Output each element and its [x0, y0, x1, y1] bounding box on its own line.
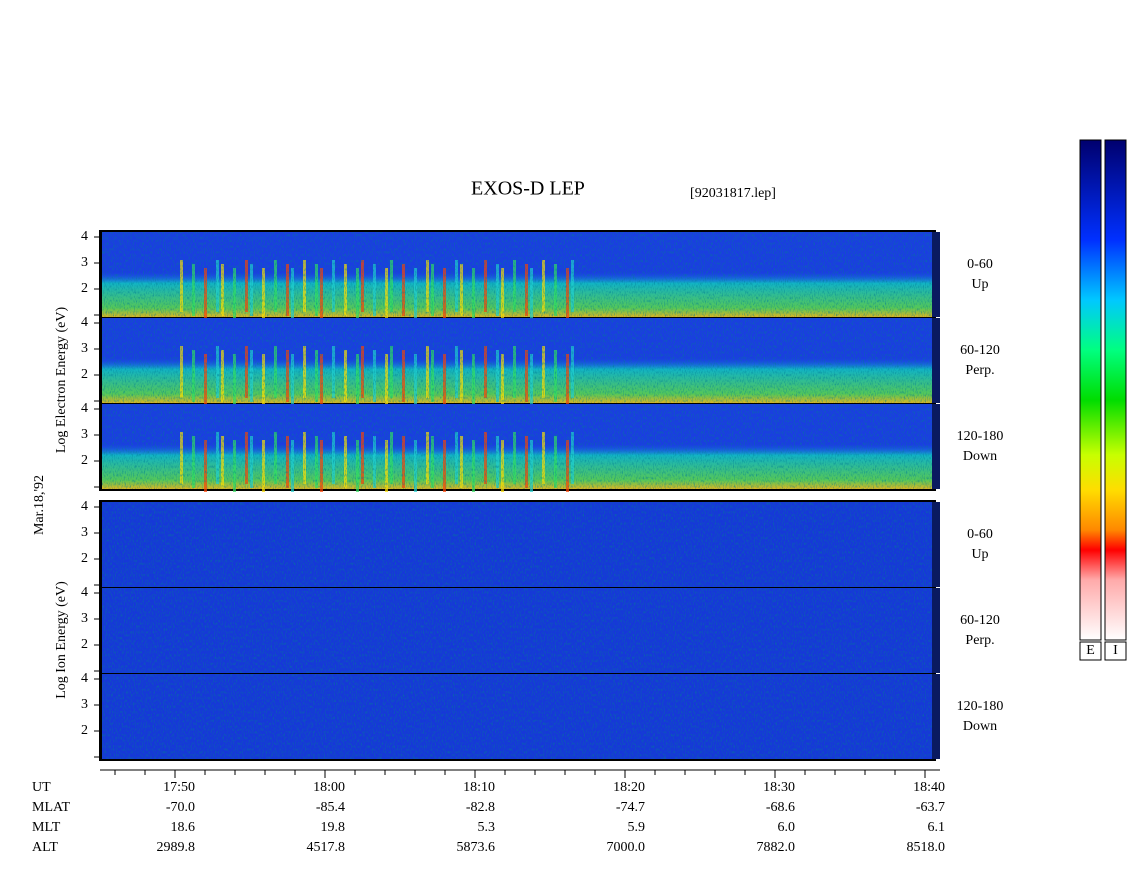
row-value: 2989.8	[157, 840, 196, 855]
row-name: MLAT	[32, 800, 71, 815]
row-value: 6.1	[928, 820, 946, 835]
row-value: 18:10	[463, 780, 495, 795]
y-tick-label: 4	[81, 315, 88, 330]
edge-strip	[932, 502, 940, 587]
spectrogram-noise	[102, 588, 933, 673]
row-name: MLT	[32, 820, 61, 835]
y-tick-label: 2	[81, 281, 88, 296]
row-value: 17:50	[163, 780, 195, 795]
row-value: 18:30	[763, 780, 795, 795]
colorbar	[1079, 139, 1102, 641]
y-tick-label: 3	[81, 427, 88, 442]
row-value: -85.4	[316, 800, 345, 815]
y-tick-label: 3	[81, 697, 88, 712]
y-tick-label: 4	[81, 229, 88, 244]
row-value: -82.8	[466, 800, 495, 815]
channel-direction: Perp.	[965, 363, 994, 378]
row-value: -74.7	[616, 800, 645, 815]
row-value: 4517.8	[307, 840, 346, 855]
row-value: -68.6	[766, 800, 795, 815]
colorbar-label: I	[1113, 643, 1118, 658]
colorbar-label-box	[1079, 641, 1102, 661]
y-tick-label: 4	[81, 499, 88, 514]
edge-strip	[932, 588, 940, 673]
y-tick-label: 2	[81, 453, 88, 468]
spectrogram-noise	[102, 674, 933, 759]
channel-direction: Up	[971, 277, 988, 292]
channel-range: 120-180	[957, 429, 1004, 444]
spectrogram-noise	[102, 232, 933, 317]
row-value: -63.7	[916, 800, 945, 815]
edge-strip	[932, 232, 940, 317]
row-value: 5873.6	[457, 840, 496, 855]
y-tick-label: 4	[81, 671, 88, 686]
channel-range: 60-120	[960, 343, 1000, 358]
spectrogram-noise	[102, 404, 933, 489]
row-name: UT	[32, 780, 51, 795]
y-tick-label: 4	[81, 585, 88, 600]
colorbar-label-box	[1104, 641, 1127, 661]
date-label: Mar.18,'92	[32, 475, 47, 535]
title: EXOS-D LEP	[471, 178, 585, 200]
y-tick-label: 2	[81, 551, 88, 566]
edge-strip	[932, 404, 940, 489]
channel-direction: Down	[963, 449, 997, 464]
row-value: 18.6	[171, 820, 196, 835]
row-value: 7882.0	[757, 840, 796, 855]
y-tick-label: 2	[81, 637, 88, 652]
edge-strip	[932, 318, 940, 403]
channel-direction: Perp.	[965, 633, 994, 648]
channel-range: 0-60	[967, 257, 993, 272]
channel-direction: Down	[963, 719, 997, 734]
row-value: 8518.0	[907, 840, 946, 855]
channel-direction: Up	[971, 547, 988, 562]
row-value: 18:00	[313, 780, 345, 795]
edge-strip	[932, 674, 940, 759]
row-value: -70.0	[166, 800, 195, 815]
y-tick-label: 3	[81, 525, 88, 540]
row-value: 7000.0	[607, 840, 646, 855]
y-axis-label: Log Electron Energy (eV)	[54, 307, 69, 454]
spectrogram-noise	[102, 318, 933, 403]
colorbar-label: E	[1086, 643, 1095, 658]
row-value: 5.3	[478, 820, 496, 835]
y-tick-label: 2	[81, 723, 88, 738]
row-value: 5.9	[628, 820, 646, 835]
y-tick-label: 3	[81, 341, 88, 356]
y-tick-label: 3	[81, 611, 88, 626]
row-value: 18:40	[913, 780, 945, 795]
subtitle: [92031817.lep]	[690, 186, 776, 201]
row-value: 18:20	[613, 780, 645, 795]
y-axis-label: Log Ion Energy (eV)	[54, 581, 69, 699]
channel-range: 60-120	[960, 613, 1000, 628]
y-tick-label: 2	[81, 367, 88, 382]
row-name: ALT	[32, 840, 58, 855]
row-value: 6.0	[778, 820, 796, 835]
y-tick-label: 3	[81, 255, 88, 270]
colorbar	[1104, 139, 1127, 641]
channel-range: 120-180	[957, 699, 1004, 714]
channel-range: 0-60	[967, 527, 993, 542]
row-value: 19.8	[321, 820, 346, 835]
spectrogram-noise	[102, 502, 933, 587]
y-tick-label: 4	[81, 401, 88, 416]
